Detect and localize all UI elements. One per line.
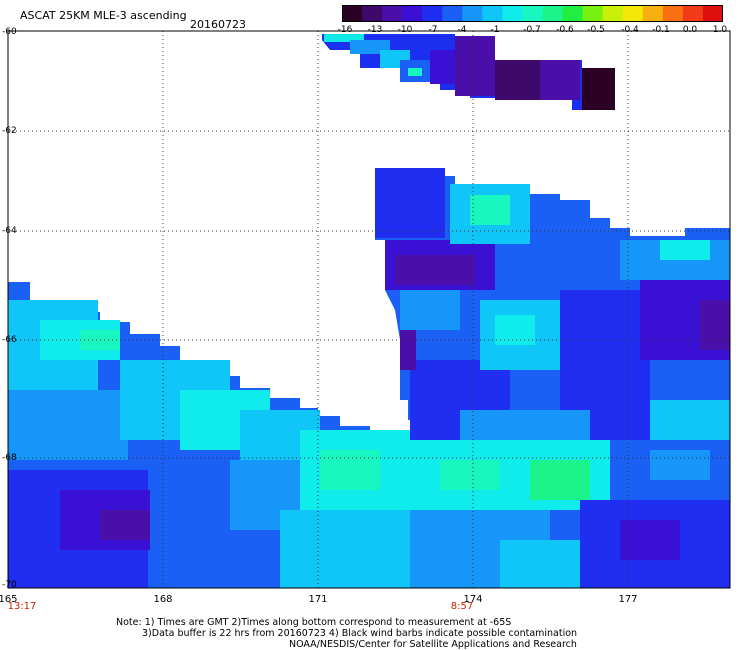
data-cell xyxy=(324,34,364,42)
data-cell xyxy=(700,300,730,350)
data-cell xyxy=(150,470,240,560)
data-cell xyxy=(582,68,615,110)
colorbar-segment xyxy=(622,5,644,22)
data-cell xyxy=(540,60,580,100)
colorbar-segment xyxy=(642,5,664,22)
colorbar-segment xyxy=(382,5,403,22)
data-cell xyxy=(408,68,422,76)
data-cell xyxy=(500,540,580,588)
colorbar-segment xyxy=(542,5,564,22)
colorbar-segment xyxy=(342,5,363,22)
data-cell xyxy=(620,520,680,560)
map-date: 20160723 xyxy=(190,18,246,31)
colorbar-tick: -0.7 xyxy=(523,25,541,35)
data-cell xyxy=(280,510,410,588)
graticule xyxy=(8,31,730,588)
lon-label: 168 xyxy=(153,594,173,605)
data-cell xyxy=(460,410,590,440)
lat-label: -66 xyxy=(2,335,17,345)
data-cell xyxy=(455,36,495,96)
data-cell xyxy=(530,460,590,500)
map-frame xyxy=(7,30,731,589)
data-cell xyxy=(400,290,460,330)
colorbar-segment xyxy=(482,5,504,22)
colorbar-tick: -0.4 xyxy=(621,25,639,35)
data-field xyxy=(8,34,730,588)
data-cell xyxy=(650,400,730,440)
colorbar-tick: -13 xyxy=(367,25,383,35)
data-cell xyxy=(100,510,150,540)
colorbar-segment xyxy=(702,5,723,22)
time-label: 8:57 xyxy=(450,601,474,612)
colorbar-segment xyxy=(582,5,604,22)
colorbar-segment xyxy=(502,5,524,22)
colorbar-tick: -7 xyxy=(428,25,438,35)
colorbar-segment xyxy=(522,5,544,22)
data-cell xyxy=(8,390,128,460)
lat-label: -68 xyxy=(2,453,17,463)
lon-label: 177 xyxy=(618,594,638,605)
data-cell xyxy=(530,200,590,290)
lon-label: 165 xyxy=(0,594,18,605)
colorbar-segment xyxy=(602,5,624,22)
data-cell xyxy=(395,255,475,285)
data-cell xyxy=(650,450,710,480)
colorbar-tick: -0.5 xyxy=(587,25,605,35)
data-cell xyxy=(660,240,710,260)
time-label: 13:17 xyxy=(7,601,37,612)
colorbar-segment xyxy=(402,5,423,22)
note-line-3: NOAA/NESDIS/Center for Satellite Applica… xyxy=(289,639,577,650)
colorbar-segment xyxy=(422,5,443,22)
colorbar-tick: -0.1 xyxy=(652,25,670,35)
colorbar-tick: -4 xyxy=(457,25,467,35)
colorbar-segment xyxy=(362,5,383,22)
data-cell xyxy=(440,460,500,490)
colorbar-segment xyxy=(462,5,483,22)
data-cell xyxy=(375,168,445,238)
lat-label: -70 xyxy=(2,580,17,590)
colorbar-tick: 1.0 xyxy=(712,25,728,35)
colorbar-tick: -1 xyxy=(490,25,500,35)
colorbar-tick: -0.6 xyxy=(556,25,574,35)
data-cell xyxy=(470,195,510,225)
colorbar xyxy=(342,5,723,22)
colorbar-segment xyxy=(442,5,463,22)
lon-label: 174 xyxy=(463,594,483,605)
colorbar-segment xyxy=(682,5,704,22)
colorbar-tick: -16 xyxy=(337,25,353,35)
colorbar-frame xyxy=(342,5,723,22)
colorbar-tick: -10 xyxy=(397,25,413,35)
lat-label: -60 xyxy=(2,27,17,37)
data-cell xyxy=(400,330,416,370)
lat-label: -62 xyxy=(2,126,17,136)
map-title: ASCAT 25KM MLE-3 ascending xyxy=(20,9,187,22)
colorbar-tick: 0.0 xyxy=(682,25,698,35)
lon-label: 171 xyxy=(308,594,328,605)
map-plot xyxy=(7,30,731,589)
data-cell xyxy=(320,450,380,490)
note-line-2: 3)Data buffer is 22 hrs from 20160723 4)… xyxy=(142,628,578,639)
lat-label: -64 xyxy=(2,226,17,236)
colorbar-segment xyxy=(562,5,584,22)
note-line-1: Note: 1) Times are GMT 2)Times along bot… xyxy=(116,617,512,628)
colorbar-segment xyxy=(662,5,684,22)
